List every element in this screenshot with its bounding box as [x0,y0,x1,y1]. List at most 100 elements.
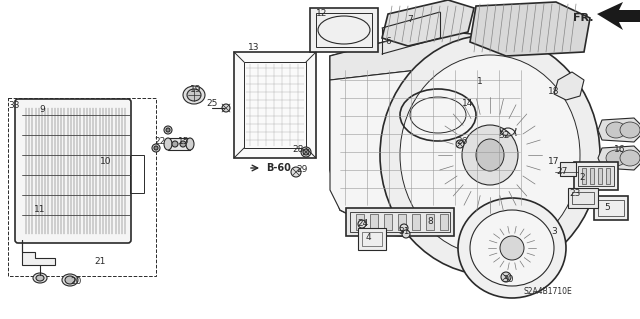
Bar [398,214,406,230]
Text: B-60: B-60 [266,163,291,173]
Ellipse shape [620,150,640,166]
Ellipse shape [36,275,44,281]
Ellipse shape [476,139,504,171]
Text: 26: 26 [456,137,468,146]
Text: 5: 5 [604,204,610,212]
Bar [8,98,156,276]
Text: 17: 17 [548,158,560,167]
Ellipse shape [291,167,301,177]
Bar [168,138,190,150]
Text: 29: 29 [296,166,308,174]
Text: 20: 20 [70,278,82,286]
Ellipse shape [400,55,580,255]
Text: 31: 31 [398,227,410,236]
Ellipse shape [180,141,186,147]
Bar [384,214,392,230]
Text: 11: 11 [35,205,45,214]
Ellipse shape [458,198,566,298]
Text: 27: 27 [556,167,568,176]
Ellipse shape [358,220,366,228]
Polygon shape [330,30,530,80]
Bar [426,214,434,230]
Bar [440,214,448,230]
Bar [316,13,372,47]
Text: 1: 1 [477,78,483,86]
Text: 32: 32 [499,131,509,140]
Text: 9: 9 [39,106,45,115]
Text: 8: 8 [427,218,433,226]
Ellipse shape [462,125,518,185]
Ellipse shape [154,146,158,150]
Bar [346,208,454,236]
Ellipse shape [164,138,172,150]
Text: 23: 23 [570,189,580,198]
Ellipse shape [456,140,464,148]
Text: 13: 13 [248,43,260,53]
Ellipse shape [33,273,47,283]
Ellipse shape [152,144,160,152]
FancyBboxPatch shape [15,99,131,243]
Bar [356,214,364,230]
Ellipse shape [183,86,205,104]
Text: 18: 18 [548,87,560,97]
Polygon shape [330,30,560,240]
Ellipse shape [172,141,178,147]
Bar [598,200,624,216]
Bar [574,162,618,190]
Ellipse shape [501,272,511,282]
Ellipse shape [303,149,309,155]
Polygon shape [470,2,590,56]
Polygon shape [330,60,560,240]
Bar [234,52,316,158]
Ellipse shape [62,274,78,286]
Bar [606,168,610,184]
Ellipse shape [301,147,311,157]
Text: 19: 19 [190,85,202,94]
Bar [590,168,594,184]
Text: FR.: FR. [573,13,594,23]
Ellipse shape [164,126,172,134]
Text: S2A4B1710E: S2A4B1710E [524,287,573,296]
Text: 22: 22 [154,137,166,146]
Text: 7: 7 [407,16,413,25]
Bar [310,8,378,52]
Bar [130,155,144,193]
Ellipse shape [606,122,626,138]
Ellipse shape [500,236,524,260]
Bar [578,166,614,186]
Bar [594,196,628,220]
Bar [560,162,576,176]
Text: 28: 28 [292,145,304,154]
Polygon shape [22,240,55,265]
Text: 25: 25 [206,100,218,108]
Ellipse shape [65,276,75,284]
Ellipse shape [470,210,554,286]
Bar [350,212,450,232]
Text: 33: 33 [8,101,20,110]
Polygon shape [597,2,640,30]
Ellipse shape [222,104,230,112]
Ellipse shape [620,122,640,138]
Ellipse shape [166,128,170,132]
Ellipse shape [606,150,626,166]
Text: 21: 21 [94,257,106,266]
Text: 10: 10 [100,158,112,167]
Polygon shape [598,118,640,142]
Polygon shape [554,72,584,100]
Text: 3: 3 [551,227,557,236]
Ellipse shape [402,230,410,238]
Bar [370,214,378,230]
Ellipse shape [186,138,194,150]
Bar [582,168,586,184]
Text: 14: 14 [462,100,474,108]
Bar [598,168,602,184]
Ellipse shape [380,35,600,275]
Text: 12: 12 [316,10,328,19]
Ellipse shape [400,224,408,232]
Bar [572,192,594,204]
Bar [358,228,386,250]
Text: 24: 24 [357,219,369,228]
Text: 2: 2 [579,174,585,182]
Text: 30: 30 [502,276,514,285]
Bar [412,214,420,230]
